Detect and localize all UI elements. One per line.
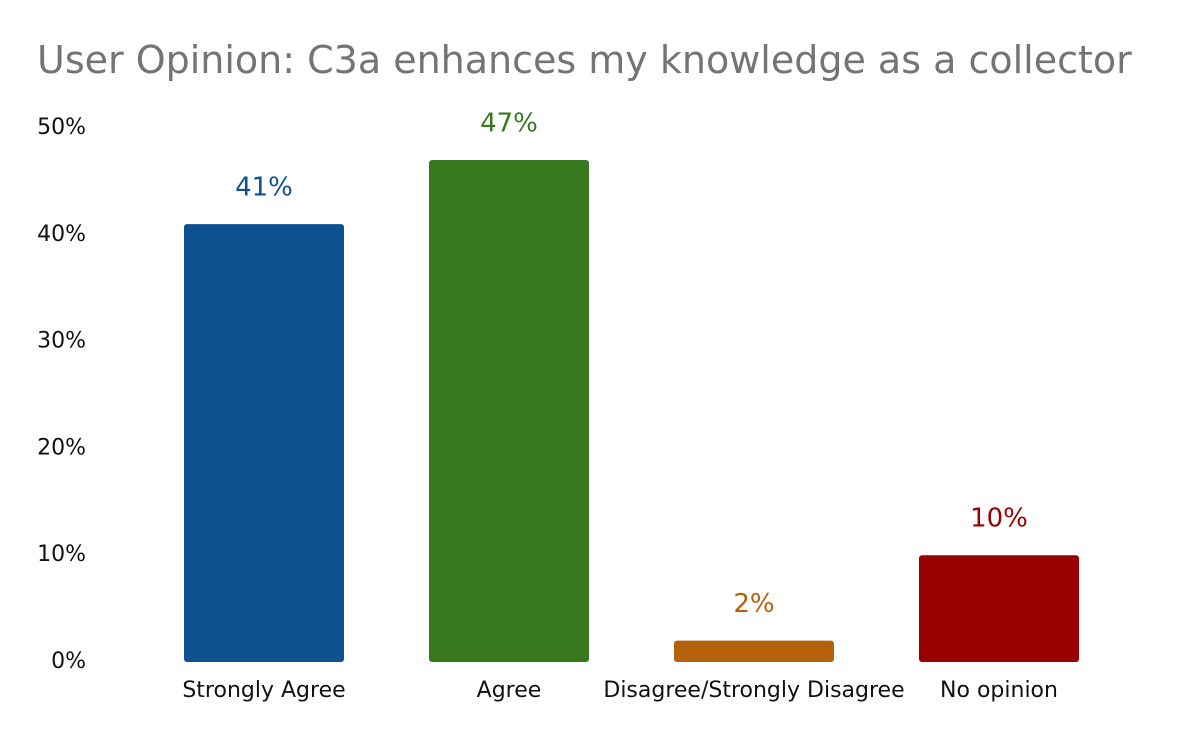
x-axis: Strongly Agree Agree Disagree/Strongly Dis… [182, 678, 1058, 703]
data-label: 47% [480, 109, 538, 139]
x-category-label: Agree [477, 678, 542, 703]
x-category-label: Strongly Agree [182, 678, 345, 703]
y-tick-label: 40% [37, 222, 86, 247]
y-tick-label: 10% [37, 542, 86, 567]
bar [674, 640, 834, 662]
y-axis: 0% 10% 20% 30% 40% 50% [37, 115, 86, 674]
data-label: 41% [235, 173, 293, 203]
data-label: 10% [970, 504, 1028, 534]
x-category-label: No opinion [940, 678, 1058, 703]
x-category-label: Disagree/Strongly Disagree [603, 678, 904, 703]
data-label: 2% [733, 589, 774, 619]
bar [429, 160, 589, 663]
y-tick-label: 0% [51, 649, 86, 674]
bars [184, 160, 1079, 663]
bar [184, 224, 344, 662]
chart-title: User Opinion: C3a enhances my knowledge … [37, 38, 1132, 82]
y-tick-label: 20% [37, 435, 86, 460]
y-tick-label: 30% [37, 329, 86, 354]
data-labels: 41% 47% 2% 10% [235, 109, 1028, 620]
y-tick-label: 50% [37, 115, 86, 140]
bar [919, 555, 1079, 662]
